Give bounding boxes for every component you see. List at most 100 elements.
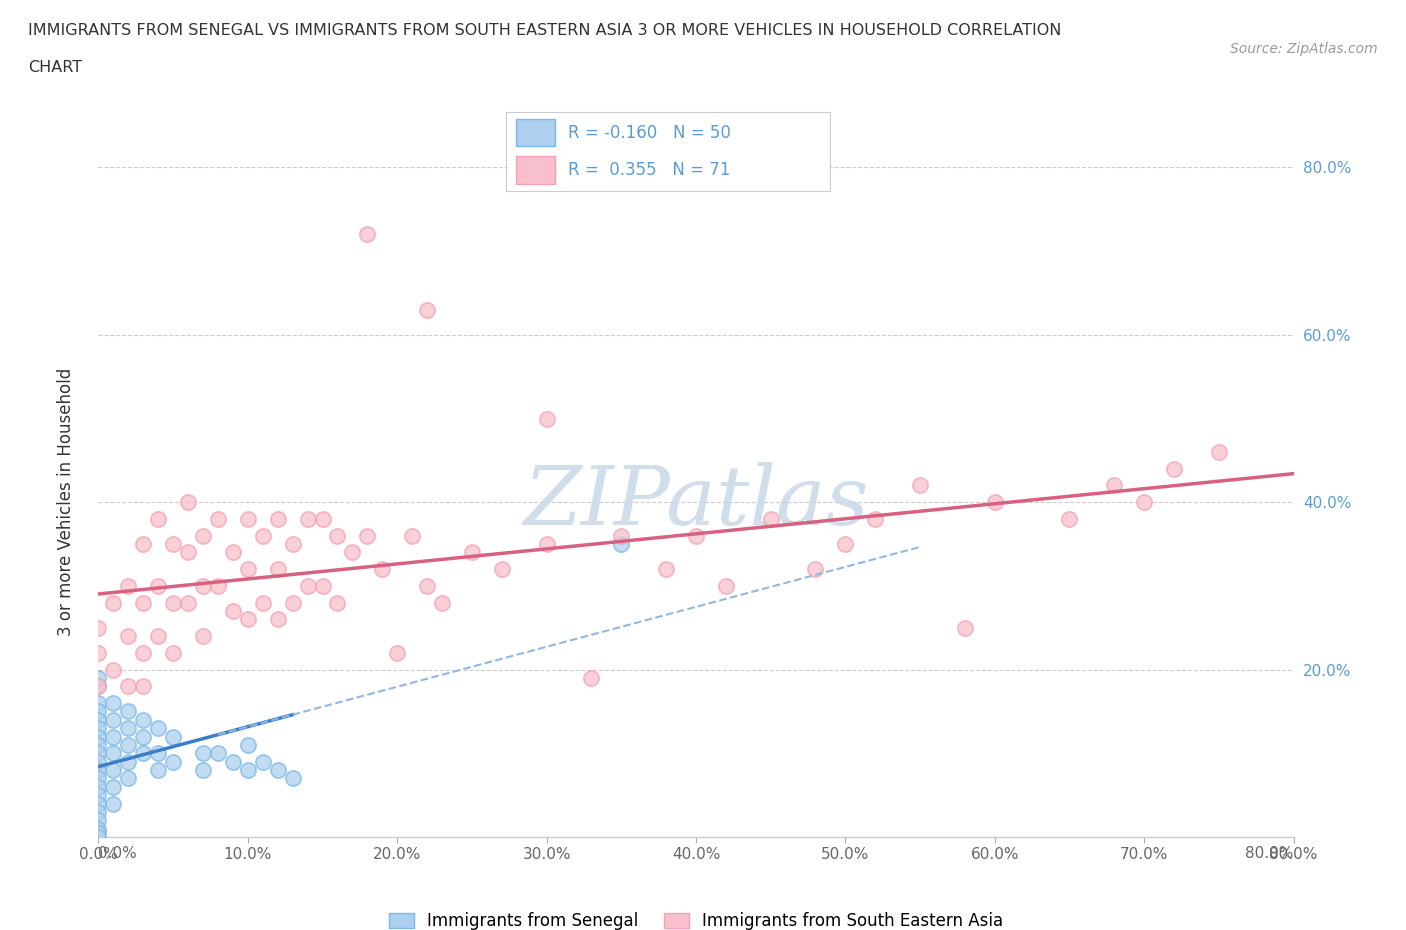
Point bbox=[610, 537, 633, 551]
Point bbox=[207, 578, 229, 593]
Point bbox=[610, 528, 633, 543]
Point bbox=[87, 671, 110, 685]
Point bbox=[148, 721, 170, 736]
Point bbox=[1133, 495, 1156, 510]
Point bbox=[1163, 461, 1185, 476]
Point bbox=[117, 771, 139, 786]
Point bbox=[87, 754, 110, 769]
Point bbox=[162, 729, 184, 744]
Point bbox=[177, 595, 200, 610]
Point bbox=[207, 512, 229, 526]
Point bbox=[267, 612, 290, 627]
Point bbox=[804, 562, 827, 577]
Point bbox=[132, 537, 155, 551]
Text: 0.0%: 0.0% bbox=[98, 846, 138, 861]
Point bbox=[148, 512, 170, 526]
Point bbox=[177, 495, 200, 510]
Point bbox=[222, 545, 245, 560]
Point bbox=[87, 645, 110, 660]
Point bbox=[87, 788, 110, 803]
Point bbox=[865, 512, 887, 526]
Point bbox=[1104, 478, 1126, 493]
Point bbox=[103, 796, 125, 811]
Point bbox=[87, 721, 110, 736]
Point bbox=[252, 528, 274, 543]
Point bbox=[191, 629, 214, 644]
Point bbox=[148, 763, 170, 777]
Point bbox=[162, 595, 184, 610]
Point bbox=[267, 763, 290, 777]
FancyBboxPatch shape bbox=[516, 119, 554, 146]
Point bbox=[87, 620, 110, 635]
Text: Source: ZipAtlas.com: Source: ZipAtlas.com bbox=[1230, 42, 1378, 56]
Point bbox=[162, 645, 184, 660]
Point bbox=[191, 746, 214, 761]
Point bbox=[87, 771, 110, 786]
Point bbox=[491, 562, 513, 577]
Point bbox=[87, 826, 110, 841]
Point bbox=[356, 227, 378, 242]
Point bbox=[759, 512, 782, 526]
Point bbox=[236, 763, 259, 777]
Point bbox=[281, 771, 304, 786]
Point bbox=[655, 562, 678, 577]
Point bbox=[87, 696, 110, 711]
Point bbox=[132, 729, 155, 744]
Point bbox=[87, 804, 110, 819]
Point bbox=[252, 595, 274, 610]
Point bbox=[311, 512, 333, 526]
Point bbox=[191, 528, 214, 543]
Point bbox=[430, 595, 453, 610]
Point bbox=[1059, 512, 1081, 526]
Point bbox=[371, 562, 394, 577]
Point bbox=[267, 562, 290, 577]
Point bbox=[148, 746, 170, 761]
Point bbox=[236, 612, 259, 627]
Point bbox=[207, 746, 229, 761]
Point bbox=[132, 712, 155, 727]
Point bbox=[117, 679, 139, 694]
Point bbox=[1208, 445, 1230, 459]
Point bbox=[162, 537, 184, 551]
Point bbox=[87, 830, 110, 844]
Point bbox=[103, 662, 125, 677]
Point bbox=[236, 512, 259, 526]
Point bbox=[87, 763, 110, 777]
Point bbox=[191, 578, 214, 593]
Text: CHART: CHART bbox=[28, 60, 82, 75]
Point bbox=[342, 545, 364, 560]
Point bbox=[536, 537, 558, 551]
Point bbox=[87, 704, 110, 719]
Point bbox=[356, 528, 378, 543]
Point bbox=[162, 754, 184, 769]
Point bbox=[148, 578, 170, 593]
Point bbox=[177, 545, 200, 560]
Point bbox=[401, 528, 423, 543]
Point bbox=[117, 737, 139, 752]
Point bbox=[281, 595, 304, 610]
Point bbox=[685, 528, 707, 543]
Point bbox=[267, 512, 290, 526]
Point bbox=[536, 411, 558, 426]
Point bbox=[87, 737, 110, 752]
Point bbox=[311, 578, 333, 593]
Point bbox=[236, 737, 259, 752]
Point bbox=[326, 595, 349, 610]
Point bbox=[191, 763, 214, 777]
Text: IMMIGRANTS FROM SENEGAL VS IMMIGRANTS FROM SOUTH EASTERN ASIA 3 OR MORE VEHICLES: IMMIGRANTS FROM SENEGAL VS IMMIGRANTS FR… bbox=[28, 23, 1062, 38]
Point bbox=[117, 578, 139, 593]
Point bbox=[87, 796, 110, 811]
Point bbox=[222, 604, 245, 618]
Point bbox=[984, 495, 1007, 510]
Point bbox=[222, 754, 245, 769]
Point bbox=[581, 671, 603, 685]
Point bbox=[297, 512, 319, 526]
Point bbox=[87, 679, 110, 694]
Point bbox=[87, 729, 110, 744]
Point bbox=[461, 545, 484, 560]
Point bbox=[252, 754, 274, 769]
Point bbox=[103, 763, 125, 777]
Text: R = -0.160   N = 50: R = -0.160 N = 50 bbox=[568, 124, 731, 142]
Point bbox=[416, 578, 439, 593]
Point bbox=[834, 537, 856, 551]
